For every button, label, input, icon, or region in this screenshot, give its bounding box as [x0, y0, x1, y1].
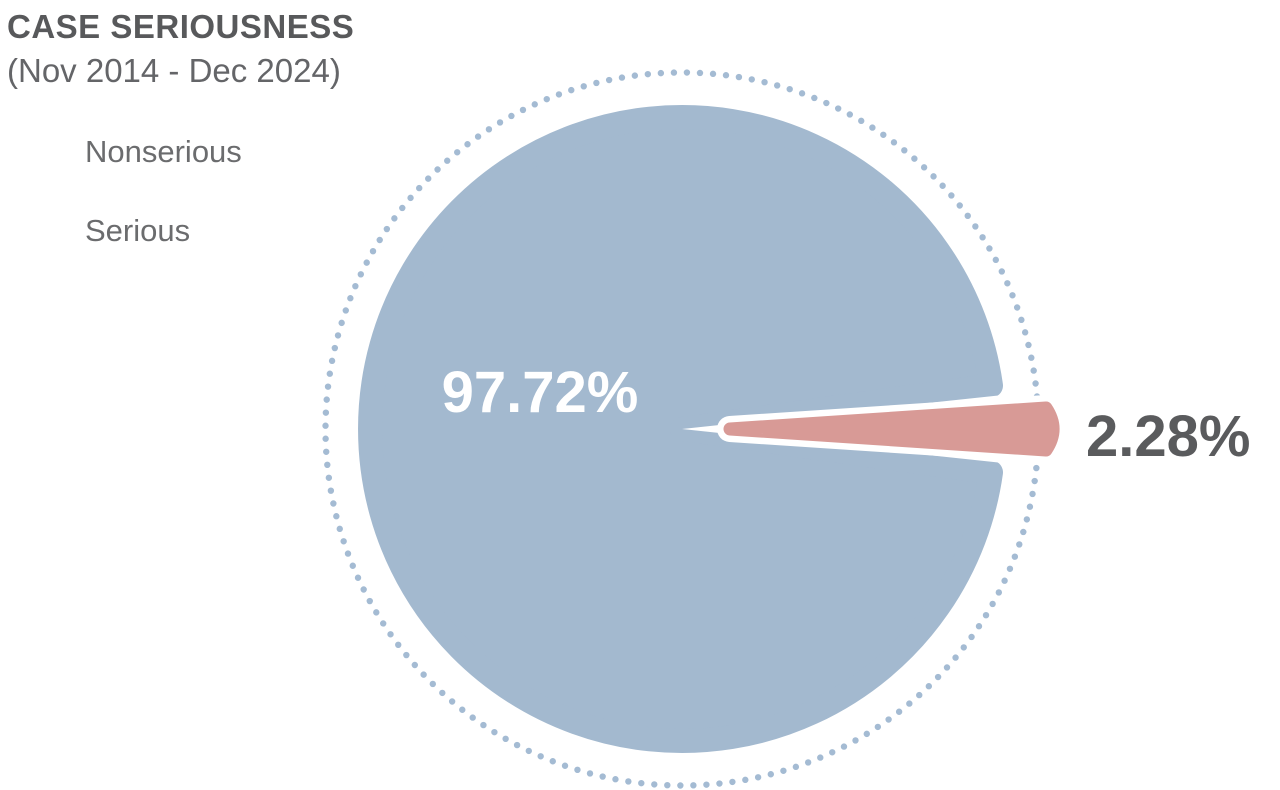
legend-item-nonserious: Nonserious: [85, 134, 242, 169]
pie-slice-serious: [723, 401, 1060, 457]
label-nonserious-percent: 97.72%: [442, 360, 639, 425]
legend-item-serious: Serious: [85, 213, 191, 248]
pie-slice-nonserious: [358, 105, 1003, 753]
chart-subtitle: (Nov 2014 - Dec 2024): [7, 52, 341, 89]
label-serious-percent: 2.28%: [1086, 404, 1250, 469]
legend: Nonserious Serious: [85, 136, 242, 246]
chart-title: CASE SERIOUSNESS: [7, 8, 355, 45]
